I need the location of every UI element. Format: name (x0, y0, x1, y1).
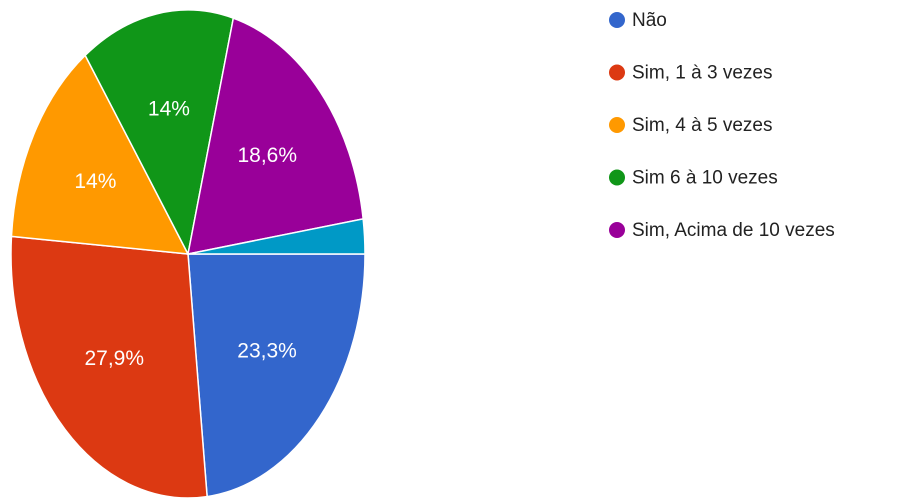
pie-slice (10, 235, 208, 499)
legend-marker (609, 117, 625, 133)
pie-slice (187, 217, 366, 255)
slice-label: 18,6% (237, 144, 297, 167)
legend-marker (609, 64, 625, 81)
legend-marker (609, 222, 625, 238)
legend-label: Sim, 1 à 3 vezes (632, 63, 772, 84)
slice-label: 23,3% (237, 339, 297, 362)
slice-label: 14% (74, 170, 116, 193)
slice-label: 27,9% (84, 347, 144, 370)
legend-label: Sim, Acima de 10 vezes (632, 220, 835, 241)
legend-label: Sim, 4 à 5 vezes (632, 115, 772, 136)
slice-label: 14% (148, 98, 190, 121)
pie-slice (84, 9, 235, 257)
legend-marker (609, 169, 625, 186)
legend-label: Não (632, 10, 667, 31)
pie-slice (187, 17, 364, 255)
pie-slice (187, 253, 366, 498)
legend-label: Sim 6 à 10 vezes (632, 168, 778, 189)
legend-marker (609, 12, 625, 28)
pie-slice (10, 54, 190, 255)
